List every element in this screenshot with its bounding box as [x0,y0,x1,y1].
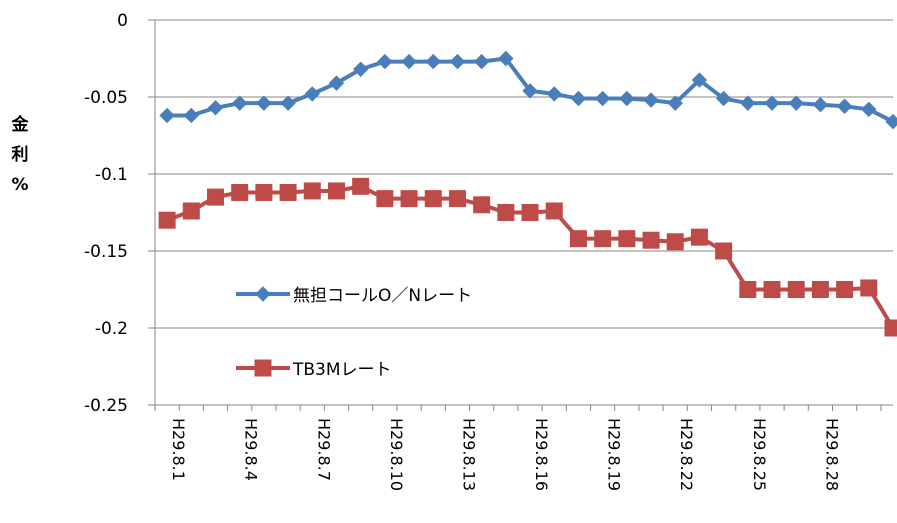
data-point [764,95,780,111]
data-point [183,107,200,124]
data-point [594,90,611,107]
y-tick-label: -0.15 [84,242,128,262]
data-point [740,95,756,111]
data-point [811,281,829,298]
x-tick-label: H29.8.4 [242,418,261,481]
data-point [861,101,877,118]
data-point [570,90,587,107]
data-point [159,107,175,124]
data-point [715,242,733,260]
data-point [424,190,442,208]
y-axis-label: % [11,175,28,195]
legend-marker [254,359,272,377]
data-point [642,231,660,249]
data-point [498,50,514,67]
y-tick-label: 0 [117,11,128,31]
x-tick-label: H29.8.7 [314,418,333,481]
data-point [497,204,515,221]
data-point [303,182,321,200]
data-point [667,95,683,111]
x-tick-label: H29.8.16 [532,418,551,491]
data-point [377,53,393,70]
legend-item: 無担コールO／Nレート [236,286,472,306]
legend-marker [255,286,271,302]
data-point [884,319,897,337]
data-point [618,230,636,248]
x-tick-label: H29.8.10 [387,418,406,491]
x-tick-label: H29.8.31 [895,418,897,491]
data-point [328,75,345,91]
data-point [182,202,200,220]
y-axis-label: 金 [11,114,30,135]
data-point [691,72,708,88]
data-point [812,96,829,113]
data-point [401,53,417,70]
x-tick-label: H29.8.25 [750,418,769,491]
x-tick-label: H29.8.22 [677,418,696,491]
series-tb3m [158,177,897,337]
x-tick-label: H29.8.28 [822,418,841,491]
data-point [449,53,466,70]
data-point [860,279,878,297]
data-point [666,233,684,251]
y-axis-label: 利 [12,144,29,165]
data-point [376,190,394,208]
data-point [400,190,418,208]
data-point [473,196,491,214]
data-point [715,90,732,107]
data-point [352,177,370,195]
data-point [256,95,272,111]
data-point [304,86,320,102]
data-point [619,90,635,107]
x-tick-label: H29.8.19 [605,418,624,491]
series-call-rate [159,50,897,130]
data-point [836,281,854,298]
data-point [545,202,563,220]
data-point [690,228,708,246]
data-point [739,281,757,298]
data-point [788,95,804,111]
data-point [352,61,369,77]
data-point [569,230,587,248]
x-tick-label: H29.8.13 [459,418,478,491]
data-point [885,113,897,130]
data-point [231,183,249,201]
data-point [836,98,853,114]
x-tick-label: H29.8.1 [169,418,188,481]
data-point [279,183,297,201]
data-point [522,83,538,99]
data-point [787,281,805,298]
y-tick-label: -0.1 [95,165,128,185]
data-point [425,53,441,70]
legend-item: TB3Mレート [236,359,392,380]
data-point [594,230,612,248]
data-point [207,100,224,116]
data-point [206,188,224,206]
data-point [255,183,273,201]
data-point [158,211,176,229]
data-point [231,95,248,111]
data-point [473,53,490,70]
y-tick-label: -0.05 [84,88,128,108]
data-point [763,281,781,298]
data-point [327,182,345,200]
legend-label: 無担コールO／Nレート [293,286,472,306]
data-point [643,92,659,108]
data-point [448,190,466,208]
data-point [521,204,539,221]
legend-label: TB3Mレート [292,360,392,380]
data-point [280,95,296,111]
y-tick-label: -0.25 [84,396,128,416]
y-tick-label: -0.2 [95,319,128,339]
data-point [546,86,562,102]
